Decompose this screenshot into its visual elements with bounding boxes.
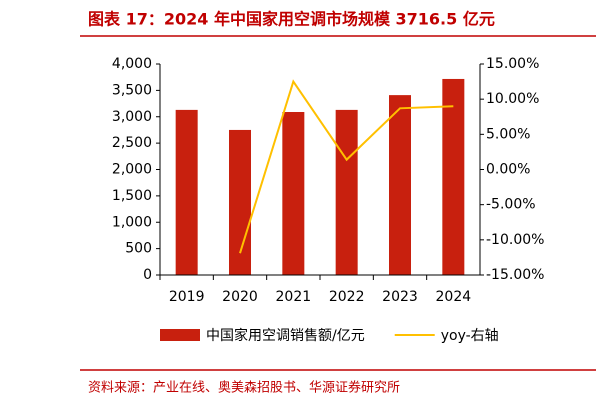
y-tick-label: 1,000 — [112, 214, 152, 230]
x-tick-label: 2019 — [169, 289, 205, 305]
legend-label: 中国家用空调销售额/亿元 — [206, 327, 365, 344]
legend-label: yoy-右轴 — [441, 328, 499, 344]
x-tick-label: 2023 — [382, 289, 418, 305]
bar — [442, 78, 465, 276]
y-tick-label: 0 — [143, 267, 152, 283]
bar — [389, 95, 411, 275]
source: 资料来源：产业在线、奥美森招股书、华源证券研究所 — [88, 380, 400, 396]
y-tick-label: 2,500 — [112, 135, 152, 151]
y2-tick-label: 10.00% — [486, 91, 539, 107]
x-tick-label: 2020 — [222, 289, 258, 305]
chart-title: 图表 17：2024 年中国家用空调市场规模 3716.5 亿元 — [88, 10, 495, 29]
y-tick-label: 3,500 — [112, 82, 152, 98]
bar — [175, 109, 198, 275]
y-tick-label: 1,500 — [112, 188, 152, 204]
y2-tick-label: -15.00% — [486, 267, 544, 283]
line — [239, 79, 454, 254]
y-tick-label: 2,000 — [112, 162, 152, 178]
y2-tick-label: -5.00% — [486, 197, 536, 213]
x-tick-label: 2024 — [436, 289, 472, 305]
y-tick-label: 3,000 — [112, 109, 152, 125]
bar — [229, 129, 251, 275]
y2-tick-label: 0.00% — [486, 162, 530, 178]
bar — [335, 109, 358, 275]
legend-swatch — [160, 329, 200, 341]
y2-tick-label: 5.00% — [486, 126, 530, 142]
y-tick-label: 4,000 — [112, 56, 152, 72]
x-tick-label: 2021 — [276, 289, 312, 305]
x-tick-label: 2022 — [329, 289, 365, 305]
y-tick-label: 500 — [125, 241, 152, 257]
bar — [282, 112, 305, 275]
y2-tick-label: 15.00% — [486, 56, 539, 72]
y2-tick-label: -10.00% — [486, 232, 544, 248]
